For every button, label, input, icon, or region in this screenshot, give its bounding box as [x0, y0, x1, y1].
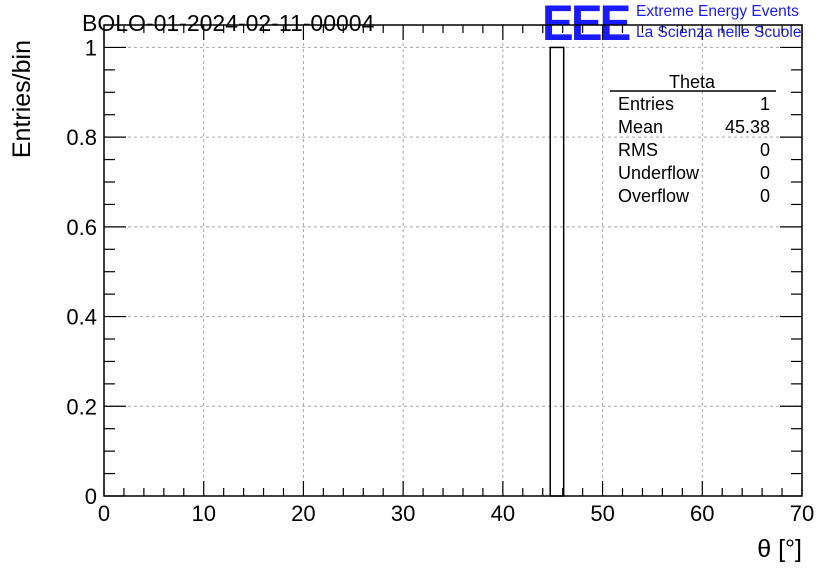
x-tick-label: 60: [690, 501, 714, 526]
x-tick-label: 10: [191, 501, 215, 526]
ticks-layer: [104, 25, 802, 496]
x-tick-label: 70: [790, 501, 814, 526]
stats-box: Theta Entries 1 Mean 45.38 RMS 0 Underflow 0 Ove…: [610, 72, 776, 206]
stats-row-label: RMS: [618, 140, 658, 160]
y-tick-label: 0.2: [66, 394, 97, 419]
y-tick-label: 0.8: [66, 125, 97, 150]
bars-layer: [550, 47, 563, 496]
stats-title: Theta: [669, 72, 716, 92]
x-tick-label: 40: [491, 501, 515, 526]
stats-row-value: 0: [760, 140, 770, 160]
stats-row-label: Mean: [618, 117, 663, 137]
y-tick-label: 1: [85, 35, 97, 60]
plot-frame: [104, 25, 802, 496]
x-tick-label: 30: [391, 501, 415, 526]
y-tick-label: 0.4: [66, 305, 97, 330]
stats-row-value: 45.38: [725, 117, 770, 137]
x-tick-label: 0: [98, 501, 110, 526]
stats-row-value: 0: [760, 163, 770, 183]
stats-row-value: 0: [760, 186, 770, 206]
y-axis-title: Entries/bin: [8, 40, 36, 158]
grid-layer: [104, 25, 802, 496]
x-axis-title: θ [°]: [757, 535, 802, 563]
histogram-bin: [550, 47, 563, 496]
stats-row-label: Entries: [618, 94, 674, 114]
y-tick-label: 0: [85, 484, 97, 509]
x-tick-label: 50: [590, 501, 614, 526]
stats-rows: Entries 1 Mean 45.38 RMS 0 Underflow 0 Overflow 0: [618, 94, 770, 206]
y-tick-label: 0.6: [66, 215, 97, 240]
stats-row-value: 1: [760, 94, 770, 114]
stats-row-label: Underflow: [618, 163, 700, 183]
stats-row-label: Overflow: [618, 186, 690, 206]
x-tick-label: 20: [291, 501, 315, 526]
